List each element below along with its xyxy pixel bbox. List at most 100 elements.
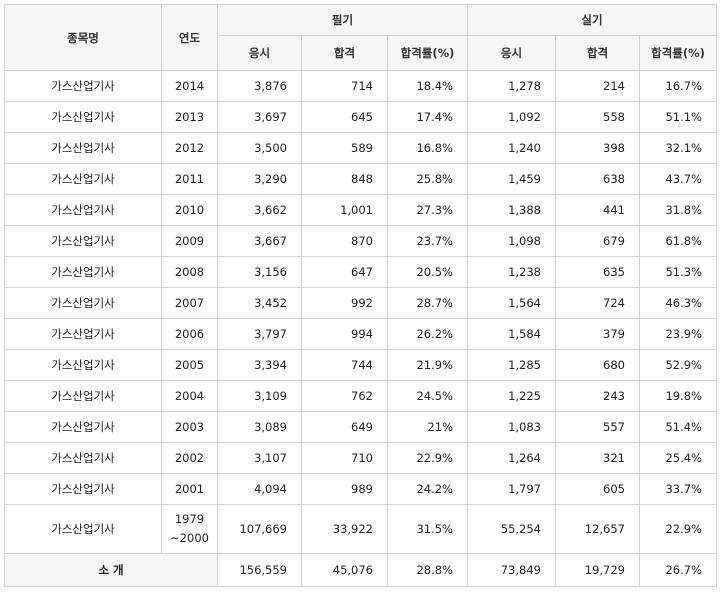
- header-year: 연도: [161, 4, 218, 71]
- table-row: 가스산업기사 2003 3,089 649 21% 1,083 557 51.4%: [4, 411, 717, 443]
- cell-w-rate: 17.4%: [387, 101, 468, 133]
- cell-p-apply: 1,388: [467, 194, 556, 226]
- total-w-pass: 45,076: [301, 553, 388, 587]
- table-row: 가스산업기사 2005 3,394 744 21.9% 1,285 680 52.9%: [4, 349, 717, 381]
- cell-w-pass: 649: [301, 411, 388, 443]
- cell-w-rate: 22.9%: [387, 442, 468, 474]
- cell-name: 가스산업기사: [4, 194, 162, 226]
- cell-year: 2006: [161, 318, 218, 350]
- cell-p-apply: 1,240: [467, 132, 556, 164]
- cell-p-apply: 1,584: [467, 318, 556, 350]
- cell-w-rate: 25.8%: [387, 163, 468, 195]
- cell-p-rate: 31.8%: [639, 194, 717, 226]
- cell-p-rate: 46.3%: [639, 287, 717, 319]
- table-row: 가스산업기사 2001 4,094 989 24.2% 1,797 605 33.7%: [4, 473, 717, 505]
- total-p-apply: 73,849: [467, 553, 556, 587]
- cell-w-rate: 21%: [387, 411, 468, 443]
- cell-name: 가스산업기사: [4, 225, 162, 257]
- cell-name: 가스산업기사: [4, 256, 162, 288]
- cell-year: 2004: [161, 380, 218, 412]
- cell-w-rate: 28.7%: [387, 287, 468, 319]
- cell-w-apply: 3,107: [217, 442, 302, 474]
- table-row: 가스산업기사 2009 3,667 870 23.7% 1,098 679 61.8%: [4, 225, 717, 257]
- cell-p-apply: 1,564: [467, 287, 556, 319]
- cell-p-rate: 22.9%: [639, 504, 717, 554]
- cell-w-rate: 20.5%: [387, 256, 468, 288]
- cell-name: 가스산업기사: [4, 132, 162, 164]
- total-w-rate: 28.8%: [387, 553, 468, 587]
- total-p-pass: 19,729: [555, 553, 640, 587]
- cell-p-rate: 32.1%: [639, 132, 717, 164]
- cell-name: 가스산업기사: [4, 70, 162, 102]
- cell-name: 가스산업기사: [4, 442, 162, 474]
- cell-p-rate: 25.4%: [639, 442, 717, 474]
- cell-w-apply: 3,394: [217, 349, 302, 381]
- cell-p-apply: 1,225: [467, 380, 556, 412]
- header-name: 종목명: [4, 4, 162, 71]
- cell-p-apply: 1,285: [467, 349, 556, 381]
- cell-w-apply: 3,876: [217, 70, 302, 102]
- cell-year: 2010: [161, 194, 218, 226]
- cell-w-rate: 16.8%: [387, 132, 468, 164]
- cell-name: 가스산업기사: [4, 380, 162, 412]
- cell-p-pass: 679: [555, 225, 640, 257]
- cell-p-pass: 635: [555, 256, 640, 288]
- table-row: 가스산업기사 2010 3,662 1,001 27.3% 1,388 441 31.8%: [4, 194, 717, 226]
- cell-w-rate: 24.5%: [387, 380, 468, 412]
- cell-p-apply: 1,092: [467, 101, 556, 133]
- cell-year: 2008: [161, 256, 218, 288]
- cell-w-apply: 3,109: [217, 380, 302, 412]
- cell-p-pass: 638: [555, 163, 640, 195]
- cell-p-apply: 1,797: [467, 473, 556, 505]
- total-w-apply: 156,559: [217, 553, 302, 587]
- table-body: 가스산업기사 2014 3,876 714 18.4% 1,278 214 16.7% 가스산업…: [4, 70, 717, 587]
- cell-w-pass: 589: [301, 132, 388, 164]
- cell-name: 가스산업기사: [4, 318, 162, 350]
- cell-w-pass: 762: [301, 380, 388, 412]
- header-practical-apply: 응시: [467, 35, 556, 71]
- cell-w-rate: 21.9%: [387, 349, 468, 381]
- cell-year: 2014: [161, 70, 218, 102]
- cell-name: 가스산업기사: [4, 349, 162, 381]
- cell-name: 가스산업기사: [4, 504, 162, 554]
- cell-p-apply: 1,083: [467, 411, 556, 443]
- table-row: 가스산업기사 2011 3,290 848 25.8% 1,459 638 43.7%: [4, 163, 717, 195]
- table-row: 가스산업기사 2006 3,797 994 26.2% 1,584 379 23.9%: [4, 318, 717, 350]
- cell-year: 2011: [161, 163, 218, 195]
- header-practical-rate: 합격률(%): [639, 35, 717, 71]
- cell-w-pass: 989: [301, 473, 388, 505]
- cell-w-pass: 1,001: [301, 194, 388, 226]
- cell-p-pass: 724: [555, 287, 640, 319]
- cell-p-rate: 19.8%: [639, 380, 717, 412]
- table-row: 가스산업기사 2013 3,697 645 17.4% 1,092 558 51.1%: [4, 101, 717, 133]
- cell-w-pass: 992: [301, 287, 388, 319]
- table-row: 가스산업기사 2004 3,109 762 24.5% 1,225 243 19.8%: [4, 380, 717, 412]
- cell-p-pass: 605: [555, 473, 640, 505]
- cell-year-end: ~2000: [170, 531, 209, 545]
- cell-w-pass: 647: [301, 256, 388, 288]
- total-label: 소 개: [4, 553, 218, 587]
- cell-p-apply: 1,459: [467, 163, 556, 195]
- cell-w-apply: 4,094: [217, 473, 302, 505]
- cell-year: 2007: [161, 287, 218, 319]
- cell-year-start: 1979: [174, 512, 205, 526]
- cell-name: 가스산업기사: [4, 473, 162, 505]
- cell-year: 2009: [161, 225, 218, 257]
- cell-w-apply: 3,156: [217, 256, 302, 288]
- cell-year: 2005: [161, 349, 218, 381]
- cell-year: 2012: [161, 132, 218, 164]
- cell-w-rate: 18.4%: [387, 70, 468, 102]
- cell-w-pass: 710: [301, 442, 388, 474]
- header-practical: 실기: [467, 4, 717, 36]
- cell-p-pass: 12,657: [555, 504, 640, 554]
- cell-p-apply: 55,254: [467, 504, 556, 554]
- cell-p-apply: 1,238: [467, 256, 556, 288]
- cell-year: 2013: [161, 101, 218, 133]
- table-row: 가스산업기사 2014 3,876 714 18.4% 1,278 214 16.7%: [4, 70, 717, 102]
- header-practical-pass: 합격: [555, 35, 640, 71]
- table-row: 가스산업기사 2012 3,500 589 16.8% 1,240 398 32.1%: [4, 132, 717, 164]
- header-row-sub: 응시 합격 합격률(%) 응시 합격 합격률(%): [5, 35, 717, 71]
- cell-p-rate: 43.7%: [639, 163, 717, 195]
- header-written-apply: 응시: [217, 35, 302, 71]
- cell-w-pass: 33,922: [301, 504, 388, 554]
